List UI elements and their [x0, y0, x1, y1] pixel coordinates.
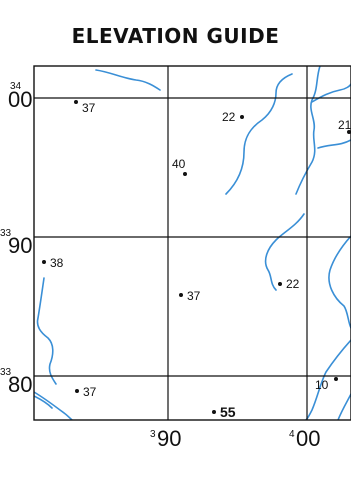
easting-prefix: 4: [289, 429, 295, 440]
spot-height-dot: [42, 260, 46, 264]
spot-height-label: 21: [338, 118, 351, 132]
stream-central: [225, 73, 293, 195]
spot-height-dot: [278, 282, 282, 286]
spot-height-label: 40: [172, 157, 186, 171]
easting-prefix: 3: [150, 429, 156, 440]
spot-height-dot: [334, 377, 338, 381]
spot-height-label: 22: [222, 110, 236, 124]
easting-labels: 3 90 4 00: [150, 426, 320, 451]
map-frame: [33, 65, 351, 421]
spot-height-dot: [183, 172, 187, 176]
spot-height: 22: [222, 110, 244, 124]
northing-prefix: 33: [0, 367, 12, 378]
spot-height-dot: [75, 389, 79, 393]
stream-south-east-2: [337, 393, 351, 420]
stream-east-north: [295, 66, 321, 195]
spot-height-label: 22: [286, 277, 300, 291]
spot-height: 37: [74, 100, 96, 115]
spot-height-label: 37: [83, 385, 97, 399]
spot-height-dot: [347, 130, 351, 134]
northing-prefix: 33: [0, 228, 12, 239]
spot-height-label: 55: [220, 404, 236, 420]
stream-east-trib-2: [317, 139, 351, 149]
stream-north: [95, 69, 161, 91]
stream-southwest: [34, 395, 53, 409]
stream-west: [36, 277, 57, 385]
spot-height-label: 10: [315, 378, 329, 392]
spot-height-label: 37: [187, 289, 201, 303]
spot-height: 22: [278, 277, 300, 291]
northing-labels: 34 00 33 90 33 80: [0, 81, 32, 397]
spot-height: 10: [315, 377, 338, 392]
grid-lines: [34, 66, 351, 420]
map-title: ELEVATION GUIDE: [71, 24, 280, 48]
stream-south: [34, 391, 73, 420]
easting-value: 00: [296, 426, 320, 451]
spot-height: 40: [172, 157, 187, 176]
spot-height-dot: [240, 115, 244, 119]
streams: [34, 66, 351, 420]
easting-value: 90: [157, 426, 181, 451]
spot-height: 38: [42, 256, 64, 270]
stream-east-trib: [311, 83, 351, 103]
northing-value: 90: [8, 233, 32, 258]
spot-height: 37: [179, 289, 201, 303]
stream-south-east: [305, 339, 351, 420]
spot-height-dot: [74, 100, 78, 104]
spot-height: 37: [75, 385, 97, 399]
stream-east-side: [328, 235, 351, 329]
spot-height: 21: [338, 118, 351, 134]
spot-height-dot: [212, 410, 216, 414]
stream-mid-east: [264, 213, 305, 291]
northing-value: 80: [8, 372, 32, 397]
northing-value: 00: [8, 87, 32, 112]
northing-prefix: 34: [10, 81, 22, 92]
spot-height-dot: [179, 293, 183, 297]
spot-height-label: 37: [82, 101, 96, 115]
spot-height: 55: [212, 404, 236, 420]
spot-height-label: 38: [50, 256, 64, 270]
spot-heights: 37 22 21 40 38 37 22 37: [42, 100, 351, 420]
